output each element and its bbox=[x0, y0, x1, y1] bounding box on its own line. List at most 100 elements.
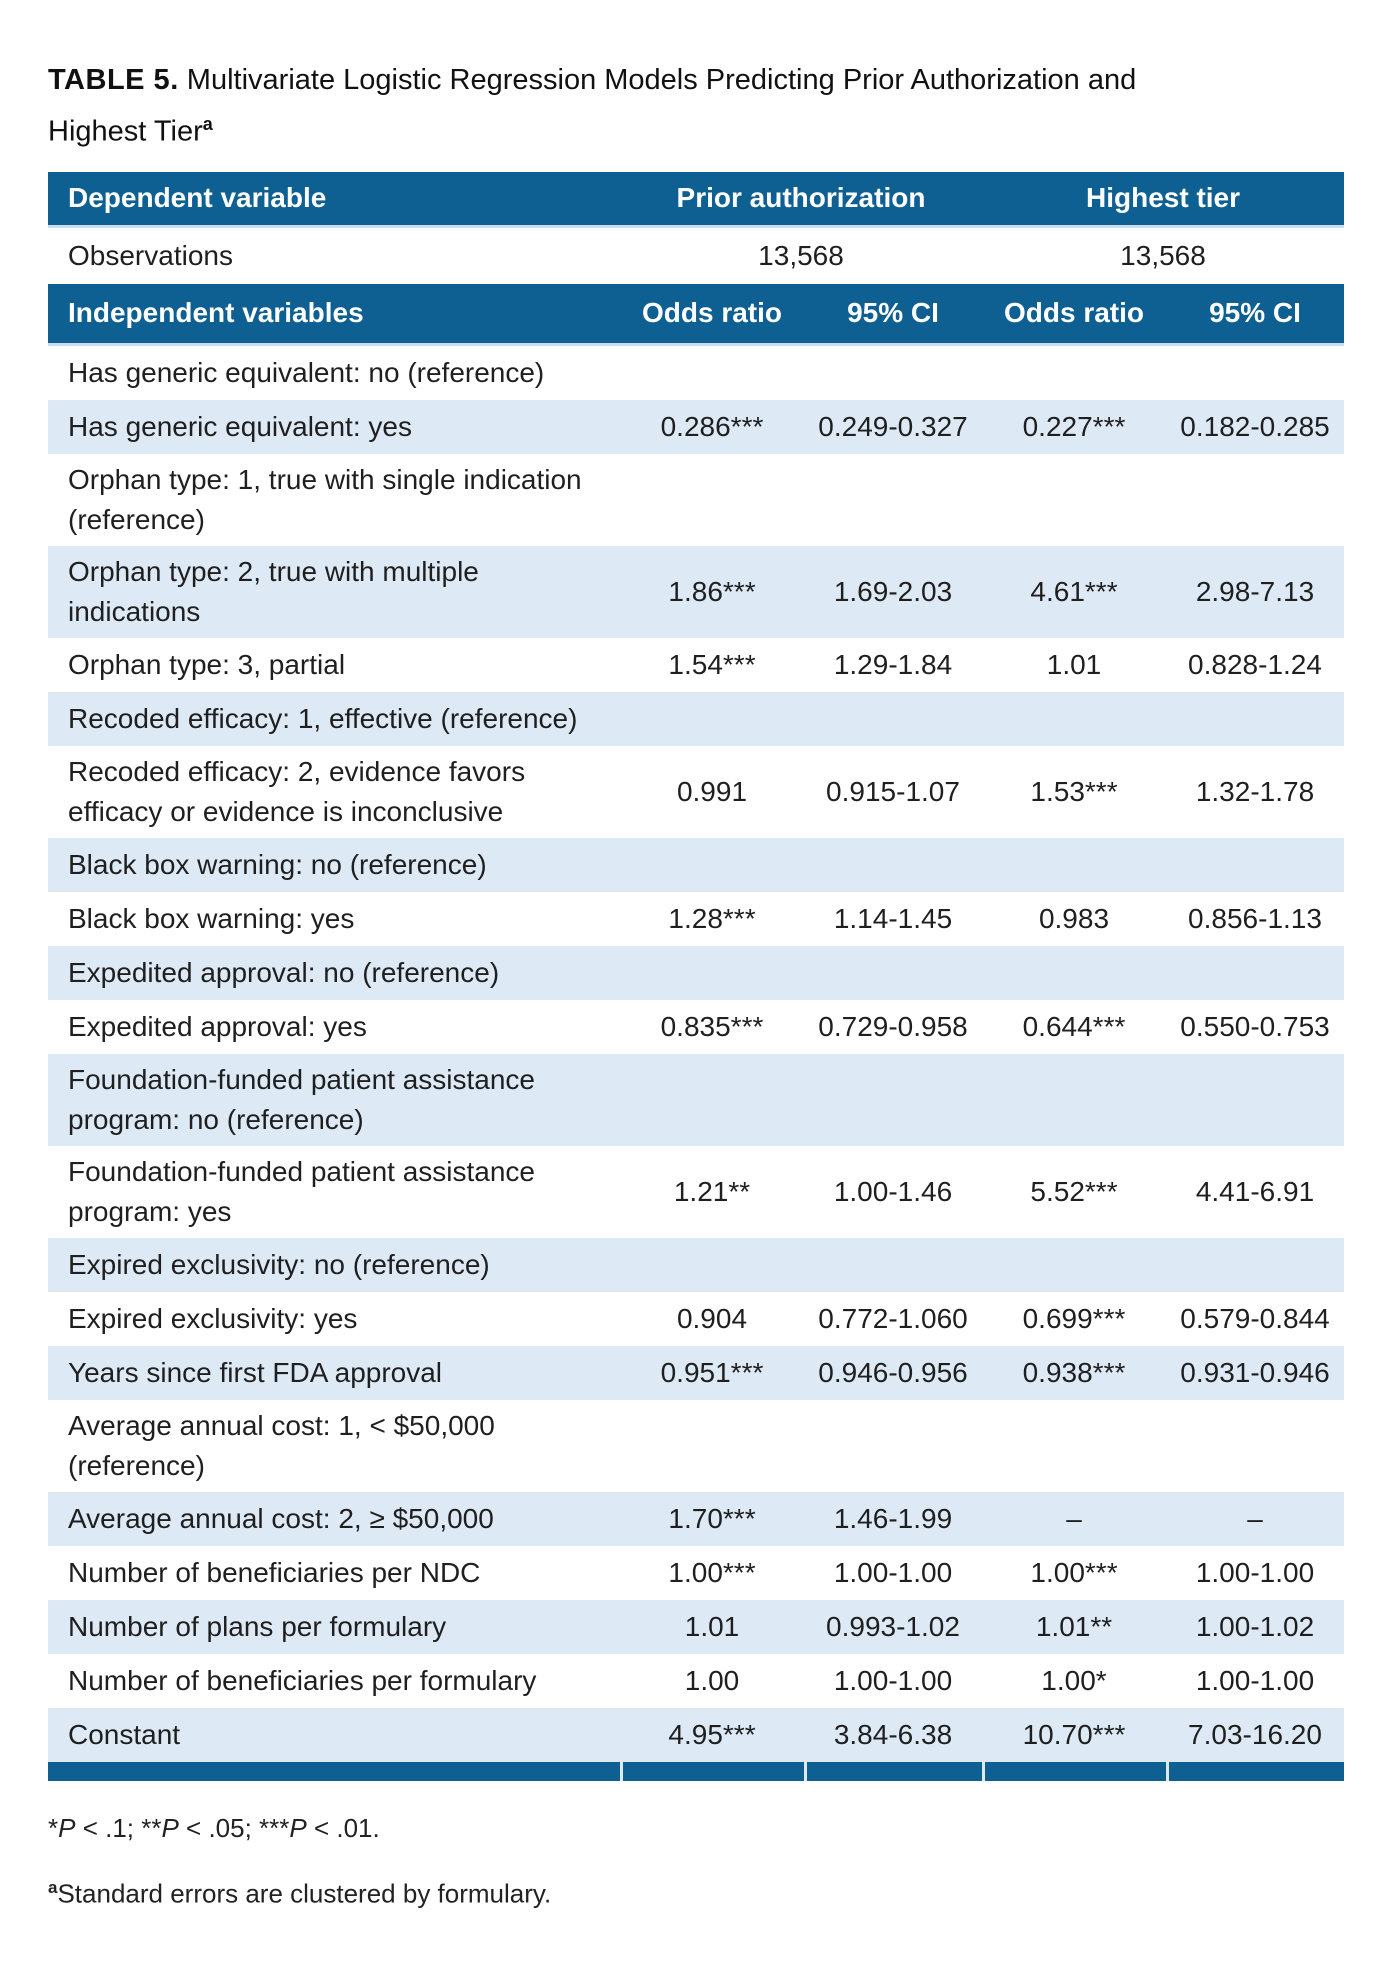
row-label: Expedited approval: yes bbox=[68, 1010, 367, 1042]
table-title-text: Multivariate Logistic Regression Models … bbox=[48, 64, 1137, 148]
footnote-clustering-superscript: a bbox=[48, 1877, 58, 1897]
row-label: Has generic equivalent: yes bbox=[68, 410, 412, 442]
cell-value: 1.00-1.00 bbox=[1195, 1556, 1315, 1588]
row-label: Expired exclusivity: yes bbox=[68, 1302, 358, 1334]
table-row: Recoded efficacy: 1, effective (referenc… bbox=[48, 691, 1344, 746]
p-symbol: P bbox=[161, 1812, 179, 1843]
footnote-clustering: aStandard errors are clustered by formul… bbox=[48, 1871, 1344, 1911]
row-label: Foundation-funded patient assistance pro… bbox=[68, 1155, 535, 1227]
cell-value: 0.579-0.844 bbox=[1180, 1302, 1330, 1334]
table-row: Foundation-funded patient assistance pro… bbox=[48, 1145, 1344, 1238]
table-row: Number of beneficiaries per NDC 1.00*** 1.… bbox=[48, 1545, 1344, 1600]
observations-row: Observations 13,568 13,568 bbox=[48, 227, 1344, 284]
row-label: Expedited approval: no (reference) bbox=[68, 956, 500, 988]
table-body: Has generic equivalent: no (reference) Ha… bbox=[48, 345, 1344, 1762]
table-row: Black box warning: no (reference) bbox=[48, 837, 1344, 892]
cell-value: 5.52*** bbox=[1030, 1175, 1118, 1207]
table-row: Orphan type: 2, true with multiple indic… bbox=[48, 545, 1344, 638]
cell-value: – bbox=[1247, 1502, 1263, 1534]
cell-value: 10.70*** bbox=[1022, 1718, 1126, 1750]
row-label: Foundation-funded patient assistance pro… bbox=[68, 1063, 535, 1135]
footnote-text-segment: < .1; ** bbox=[75, 1812, 162, 1843]
cell-value: 4.95*** bbox=[668, 1718, 756, 1750]
cell-value: 0.993-1.02 bbox=[826, 1610, 960, 1642]
table-row: Has generic equivalent: yes 0.286*** 0.249… bbox=[48, 399, 1344, 454]
cell-value: 1.86*** bbox=[668, 575, 756, 607]
table-row: Expedited approval: yes 0.835*** 0.729-0.9… bbox=[48, 999, 1344, 1054]
observations-label: Observations bbox=[68, 239, 233, 271]
table-row: Number of beneficiaries per formulary 1.0… bbox=[48, 1653, 1344, 1708]
cell-value: 1.00*** bbox=[1030, 1556, 1118, 1588]
table-row: Years since first FDA approval 0.951*** 0.… bbox=[48, 1345, 1344, 1400]
table-bottom-bar bbox=[48, 1761, 1344, 1781]
cell-value: 1.29-1.84 bbox=[833, 648, 953, 680]
table-row: Expedited approval: no (reference) bbox=[48, 945, 1344, 1000]
footnote-text-segment: < .01. bbox=[306, 1812, 380, 1843]
cell-value: 7.03-16.20 bbox=[1188, 1718, 1322, 1750]
cell-value: 1.69-2.03 bbox=[833, 575, 953, 607]
footnote-text-segment: * bbox=[48, 1812, 59, 1843]
cell-value: 4.41-6.91 bbox=[1195, 1175, 1315, 1207]
observations-value-prior-authorization: 13,568 bbox=[758, 239, 844, 271]
cell-value: 4.61*** bbox=[1030, 575, 1118, 607]
table-row: Expired exclusivity: no (reference) bbox=[48, 1237, 1344, 1292]
table-row: Constant 4.95*** 3.84-6.38 10.70*** 7.03-16.… bbox=[48, 1707, 1344, 1762]
footnote-clustering-text: Standard errors are clustered by formula… bbox=[57, 1878, 552, 1909]
regression-table: Dependent variable Prior authorization H… bbox=[48, 171, 1344, 1781]
cell-value: 0.938*** bbox=[1022, 1356, 1126, 1388]
cell-value: 0.550-0.753 bbox=[1180, 1010, 1330, 1042]
column-header-odds-ratio-2: Odds ratio bbox=[1003, 297, 1144, 329]
table-row: Recoded efficacy: 2, evidence favors eff… bbox=[48, 745, 1344, 838]
table-title: TABLE 5. Multivariate Logistic Regressio… bbox=[48, 58, 1344, 154]
table-row: Orphan type: 1, true with single indicat… bbox=[48, 453, 1344, 546]
cell-value: 1.00-1.00 bbox=[1195, 1664, 1315, 1696]
p-symbol: P bbox=[289, 1812, 307, 1843]
cell-value: 0.828-1.24 bbox=[1188, 648, 1322, 680]
dependent-variable-header-row: Dependent variable Prior authorization H… bbox=[48, 171, 1344, 228]
cell-value: 0.991 bbox=[676, 775, 748, 807]
dependent-variable-label: Dependent variable bbox=[68, 182, 327, 214]
bottom-bar-segment bbox=[804, 1761, 982, 1781]
footnote-text-segment: < .05; *** bbox=[178, 1812, 290, 1843]
table-row: Number of plans per formulary 1.01 0.993-1… bbox=[48, 1599, 1344, 1654]
row-label: Recoded efficacy: 1, effective (referenc… bbox=[68, 702, 578, 734]
cell-value: 2.98-7.13 bbox=[1195, 575, 1315, 607]
observations-value-highest-tier: 13,568 bbox=[1120, 239, 1206, 271]
independent-variables-header-row: Independent variables Odds ratio 95% CI … bbox=[48, 283, 1344, 346]
cell-value: 1.00-1.00 bbox=[833, 1664, 953, 1696]
cell-value: 0.856-1.13 bbox=[1188, 902, 1322, 934]
cell-value: 0.946-0.956 bbox=[818, 1356, 968, 1388]
table-row: Black box warning: yes 1.28*** 1.14-1.45 0.… bbox=[48, 891, 1344, 946]
row-label: Number of beneficiaries per formulary bbox=[68, 1664, 537, 1696]
independent-variables-label: Independent variables bbox=[68, 297, 364, 329]
row-label: Orphan type: 2, true with multiple indic… bbox=[68, 555, 479, 627]
table-title-superscript: a bbox=[202, 114, 213, 134]
row-label: Orphan type: 3, partial bbox=[68, 648, 346, 680]
cell-value: 0.931-0.946 bbox=[1180, 1356, 1330, 1388]
cell-value: 1.32-1.78 bbox=[1195, 775, 1315, 807]
row-label: Black box warning: yes bbox=[68, 902, 355, 934]
footnotes: *P < .1; **P < .05; ***P < .01. aStandar… bbox=[48, 1811, 1344, 1911]
cell-value: 1.14-1.45 bbox=[833, 902, 953, 934]
cell-value: 0.915-1.07 bbox=[826, 775, 960, 807]
row-label: Years since first FDA approval bbox=[68, 1356, 443, 1388]
cell-value: 1.53*** bbox=[1030, 775, 1118, 807]
cell-value: 1.01 bbox=[1046, 648, 1102, 680]
cell-value: 0.772-1.060 bbox=[818, 1302, 968, 1334]
table-number-label: TABLE 5. bbox=[48, 64, 179, 96]
row-label: Constant bbox=[68, 1718, 181, 1750]
cell-value: – bbox=[1066, 1502, 1082, 1534]
cell-value: 1.00-1.46 bbox=[833, 1175, 953, 1207]
cell-value: 0.227*** bbox=[1022, 410, 1126, 442]
cell-value: 1.21** bbox=[673, 1175, 751, 1207]
p-symbol: P bbox=[58, 1812, 76, 1843]
table-row: Foundation-funded patient assistance pro… bbox=[48, 1053, 1344, 1146]
cell-value: 1.00-1.00 bbox=[833, 1556, 953, 1588]
row-label: Recoded efficacy: 2, evidence favors eff… bbox=[68, 755, 526, 827]
table-row: Has generic equivalent: no (reference) bbox=[48, 345, 1344, 400]
table-row: Average annual cost: 1, < $50,000 (refer… bbox=[48, 1399, 1344, 1492]
cell-value: 1.54*** bbox=[668, 648, 756, 680]
cell-value: 0.983 bbox=[1038, 902, 1110, 934]
cell-value: 0.286*** bbox=[660, 410, 764, 442]
